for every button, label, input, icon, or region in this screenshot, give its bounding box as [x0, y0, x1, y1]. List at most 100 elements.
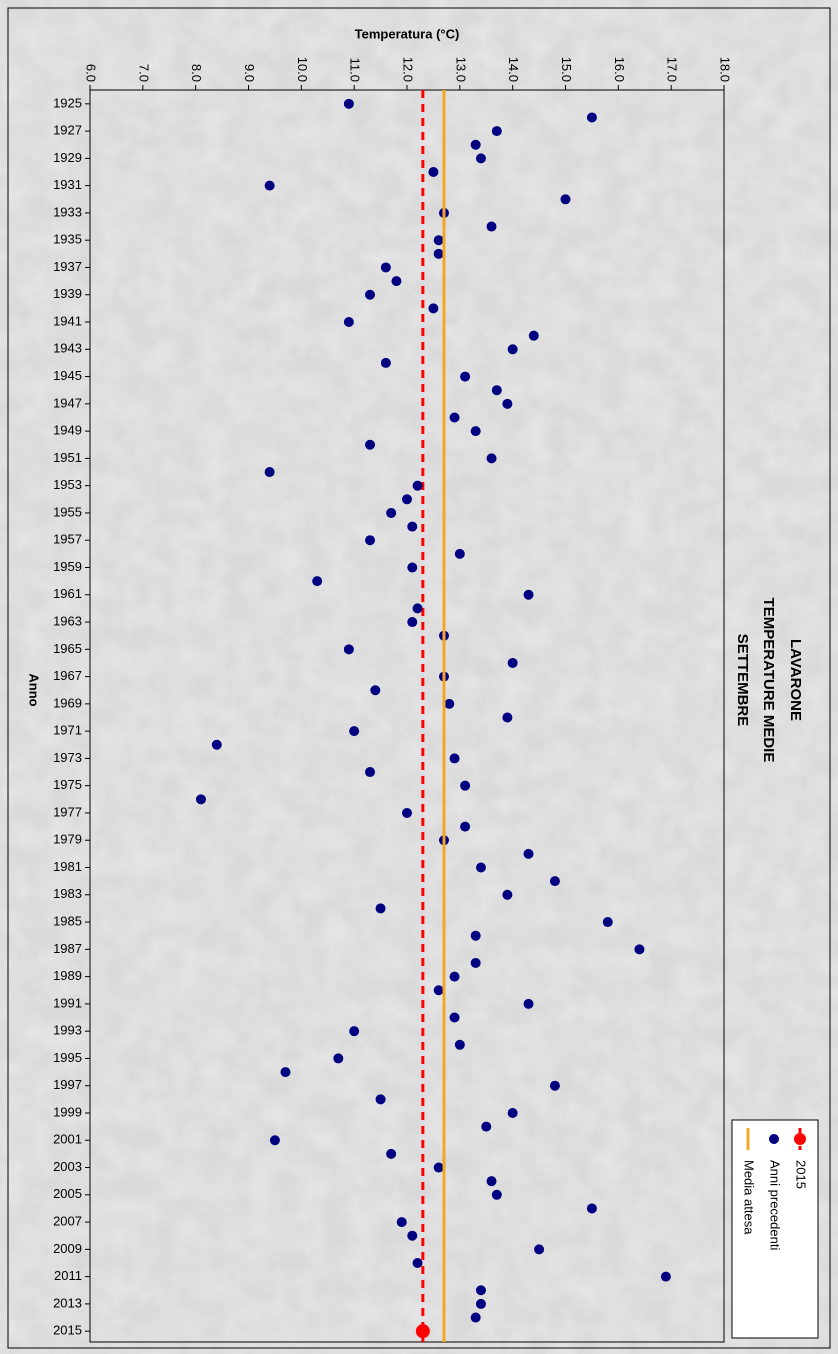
x-tick-label: 1983 — [53, 886, 82, 901]
point — [534, 1244, 545, 1255]
point — [507, 344, 518, 355]
y-axis-title: Temperatura (°C) — [355, 26, 460, 41]
point — [475, 1298, 486, 1309]
legend-box — [731, 1119, 819, 1339]
x-tick-label: 1995 — [53, 1050, 82, 1065]
point — [333, 1053, 344, 1064]
point — [264, 180, 275, 191]
x-tick-label: 1933 — [53, 204, 82, 219]
x-tick-label: 1953 — [53, 477, 82, 492]
x-tick-label: 1951 — [53, 450, 82, 465]
point — [433, 235, 444, 246]
legend-swatch — [769, 1134, 779, 1144]
x-tick-label: 2011 — [54, 1268, 82, 1283]
chart-title: TEMPERATURE MEDIE — [760, 598, 777, 763]
x-tick-label: 1991 — [53, 995, 82, 1010]
point — [391, 276, 402, 287]
x-tick-label: 1927 — [53, 123, 82, 138]
point — [211, 739, 222, 750]
y-tick-label: 8.0 — [189, 64, 204, 82]
x-tick-label: 1941 — [53, 313, 82, 328]
point — [660, 1271, 671, 1282]
x-tick-label: 2001 — [53, 1132, 82, 1147]
chart-title: LAVARONE — [787, 639, 804, 721]
x-tick-label: 1949 — [53, 423, 82, 438]
x-tick-label: 1997 — [53, 1077, 82, 1092]
x-tick-label: 1979 — [53, 832, 82, 847]
point — [507, 1107, 518, 1118]
point — [407, 617, 418, 628]
point — [586, 112, 597, 123]
point — [433, 985, 444, 996]
point — [412, 603, 423, 614]
point — [481, 1121, 492, 1132]
x-axis-title: Anno — [27, 673, 42, 706]
point — [523, 848, 534, 859]
point — [349, 1026, 360, 1037]
y-tick-label: 11.0 — [348, 58, 363, 82]
legend-label: 2015 — [794, 1160, 809, 1189]
point — [470, 930, 481, 941]
point — [470, 426, 481, 437]
rotated-chart: LAVARONE TEMPERATURE MEDIE SETTEMBRE Tem… — [27, 26, 819, 1343]
point — [412, 480, 423, 491]
point — [386, 1148, 397, 1159]
y-tick-label: 10.0 — [295, 57, 310, 82]
point — [470, 1312, 481, 1323]
point — [491, 1189, 502, 1200]
y-tick-label: 18.0 — [718, 57, 733, 82]
x-tick-label: 1987 — [53, 941, 82, 956]
point — [549, 1080, 560, 1091]
legend-swatch — [794, 1133, 806, 1145]
x-tick-label: 2003 — [53, 1159, 82, 1174]
point — [507, 657, 518, 668]
point — [428, 167, 439, 178]
point — [502, 889, 513, 900]
y-tick-label: 6.0 — [84, 64, 99, 82]
point — [528, 330, 539, 341]
point — [195, 794, 206, 805]
point — [549, 876, 560, 887]
point — [475, 1285, 486, 1296]
point — [433, 248, 444, 259]
x-tick-label: 1965 — [53, 641, 82, 656]
point — [460, 821, 471, 832]
y-tick-label: 16.0 — [612, 57, 627, 82]
x-tick-label: 1969 — [53, 695, 82, 710]
x-tick-label: 1961 — [53, 586, 82, 601]
y-tick-label: 9.0 — [242, 64, 257, 82]
point — [486, 221, 497, 232]
point — [349, 726, 360, 737]
point — [602, 917, 613, 928]
y-tick-label: 12.0 — [401, 57, 416, 82]
chart-title: SETTEMBRE — [734, 634, 751, 727]
x-tick-label: 2007 — [53, 1214, 82, 1229]
point — [444, 698, 455, 709]
point — [475, 153, 486, 164]
x-tick-label: 1989 — [53, 968, 82, 983]
point — [380, 262, 391, 273]
legend-label: Media attesa — [742, 1160, 757, 1235]
x-tick-label: 1957 — [53, 532, 82, 547]
point — [280, 1067, 291, 1078]
y-tick-label: 14.0 — [506, 57, 521, 82]
x-tick-label: 1931 — [53, 177, 82, 192]
x-tick-label: 1947 — [53, 395, 82, 410]
x-tick-label: 1939 — [53, 286, 82, 301]
point — [365, 439, 376, 450]
point — [502, 398, 513, 409]
point — [264, 467, 275, 478]
x-tick-label: 1981 — [53, 859, 82, 874]
point — [396, 1217, 407, 1228]
point — [370, 685, 381, 696]
x-tick-label: 1971 — [53, 723, 82, 738]
point — [449, 1012, 460, 1023]
point — [402, 807, 412, 818]
x-tick-label: 1999 — [53, 1104, 82, 1119]
point — [343, 317, 354, 328]
point — [486, 453, 497, 464]
y-tick-label: 15.0 — [559, 57, 574, 82]
x-tick-label: 1977 — [53, 804, 82, 819]
point — [449, 753, 460, 764]
